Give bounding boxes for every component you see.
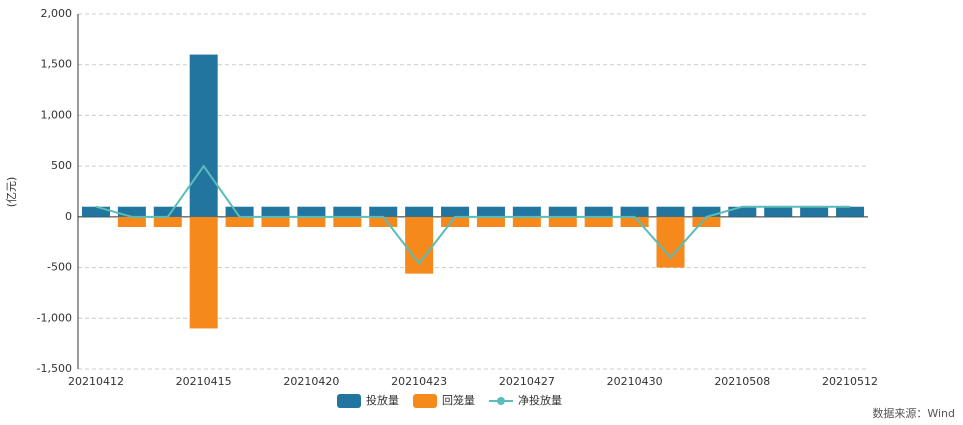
x-tick-label: 20210427 <box>499 375 555 388</box>
bar <box>117 206 146 217</box>
y-tick-label: 0 <box>65 210 72 223</box>
y-tick-label: -1,000 <box>37 311 72 324</box>
source: 数据来源：Wind <box>872 406 955 420</box>
y-tick-label: 500 <box>51 159 72 172</box>
bar <box>692 206 721 217</box>
bar <box>153 216 182 227</box>
bar <box>728 206 757 217</box>
y-tick-label: -500 <box>47 261 72 274</box>
bar <box>584 206 613 217</box>
bar <box>692 216 721 227</box>
y-tick-label: -1,500 <box>37 362 72 375</box>
bar <box>333 206 362 217</box>
legend-swatch <box>337 394 361 408</box>
bar <box>369 216 398 227</box>
bar <box>261 206 290 217</box>
bar <box>836 206 865 217</box>
x-tick-label: 20210420 <box>283 375 339 388</box>
legend-swatch <box>413 394 437 408</box>
bar <box>800 206 829 217</box>
y-tick-label: 1,000 <box>41 108 73 121</box>
bar <box>441 216 470 227</box>
x-tick-label: 20210512 <box>822 375 878 388</box>
bar <box>476 206 505 217</box>
x-tick-label: 20210423 <box>391 375 447 388</box>
bar <box>189 216 218 329</box>
x-tick-label: 20210412 <box>68 375 124 388</box>
line <box>95 164 851 266</box>
legend-swatch <box>497 397 505 405</box>
x-tick-label: 20210508 <box>714 375 770 388</box>
bar <box>189 54 218 217</box>
bar <box>620 216 649 227</box>
bar <box>297 216 326 227</box>
bar <box>81 206 110 217</box>
y-tick-label: 1,500 <box>41 58 73 71</box>
bar <box>584 216 613 227</box>
bar <box>153 206 182 217</box>
bar <box>369 206 398 217</box>
bar <box>225 206 254 217</box>
bar <box>261 216 290 227</box>
bar <box>764 206 793 217</box>
bar <box>656 206 685 217</box>
bar <box>548 206 577 217</box>
x-tick-label: 20210430 <box>607 375 663 388</box>
x-tick-label: 20210415 <box>176 375 232 388</box>
bar <box>117 216 146 227</box>
y-axis-label: (亿元) <box>5 177 18 208</box>
legend-label: 净投放量 <box>518 393 562 407</box>
bar <box>620 206 649 217</box>
bar <box>297 206 326 217</box>
bar <box>548 216 577 227</box>
bar <box>441 206 470 217</box>
bar <box>512 206 541 217</box>
bar <box>656 216 685 268</box>
legend-label: 回笼量 <box>442 393 475 407</box>
bar <box>476 216 505 227</box>
bar <box>405 206 434 217</box>
bar <box>512 216 541 227</box>
y-tick-label: 2,000 <box>41 7 73 20</box>
legend-label: 投放量 <box>366 393 399 407</box>
bar <box>333 216 362 227</box>
bar <box>225 216 254 227</box>
